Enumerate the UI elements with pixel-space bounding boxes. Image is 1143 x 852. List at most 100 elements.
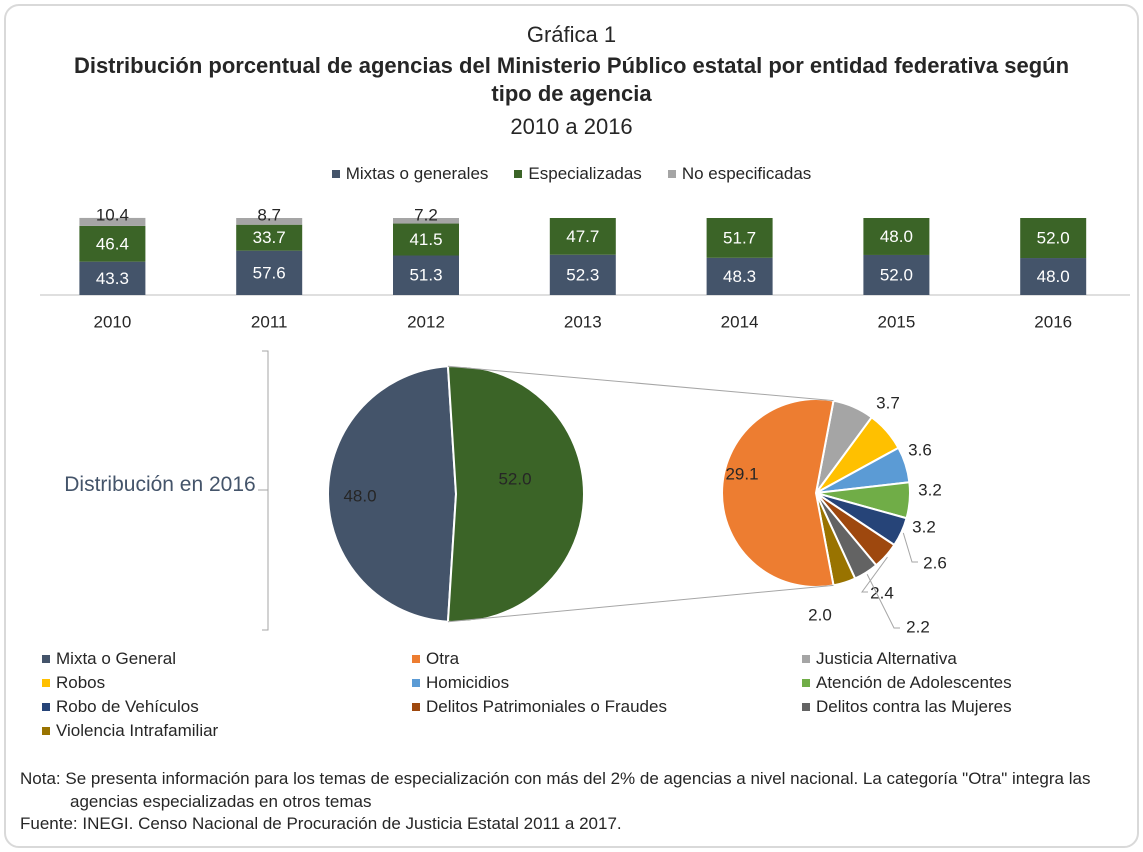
data-label: 47.7 (566, 227, 599, 246)
data-label: 48.3 (723, 267, 756, 286)
chart-title: Distribución porcentual de agencias del … (73, 53, 1070, 106)
legend-item: Otra (412, 649, 802, 669)
source: Fuente: INEGI. Censo Nacional de Procura… (20, 814, 622, 833)
legend-item: Robos (42, 673, 412, 693)
data-label: 8.7 (257, 205, 281, 224)
legend-text: Otra (426, 649, 460, 668)
bar-segment (393, 218, 459, 224)
data-label: 48.0 (880, 227, 913, 246)
bar-segment (1020, 258, 1087, 295)
legend-text: Justicia Alternativa (816, 649, 957, 668)
bar-segment (236, 224, 303, 251)
pie-legend: Mixta o General Otra Justicia Alternativa R… (42, 649, 1102, 741)
data-label: 7.2 (414, 205, 438, 224)
supertitle: Gráfica 1 (526, 22, 617, 47)
legend-marker (42, 679, 50, 687)
data-label: 3.6 (908, 440, 932, 459)
leader-line (866, 574, 900, 629)
bar-segment (393, 255, 459, 295)
legend-item: Especializadas (514, 164, 642, 184)
legend-item: Mixtas o generales (331, 164, 489, 184)
data-label: 48.0 (1037, 267, 1070, 286)
legend-text: Violencia Intrafamiliar (56, 721, 219, 740)
leader-line (902, 532, 918, 563)
pie-label: Distribución en 2016 (64, 473, 256, 496)
legend-text: Atención de Adolescentes (816, 673, 1012, 692)
bar-segment (79, 217, 146, 226)
legend-item: Delitos Patrimoniales o Fraudes (412, 697, 802, 717)
legend-text: Delitos Patrimoniales o Fraudes (426, 697, 667, 716)
legend-item: No especificadas (667, 164, 812, 184)
frame (4, 4, 1139, 848)
pie-slice (446, 365, 585, 623)
legend-marker (412, 679, 420, 687)
legend-text: No especificadas (681, 164, 812, 183)
data-label: 41.5 (409, 230, 442, 249)
data-label: 46.4 (96, 234, 129, 253)
legend-marker (802, 703, 810, 711)
legend-text: Robos (56, 673, 106, 692)
legend-item: Justicia Alternativa (802, 649, 1102, 669)
legend-item: Delitos contra las Mujeres (802, 697, 1102, 717)
legend: Mixtas o generales Especializadas No espec… (0, 164, 1143, 184)
x-tick-label: 2015 (877, 312, 915, 331)
pie-slice (327, 365, 458, 623)
data-label: 3.2 (918, 480, 942, 499)
data-label: 2.4 (870, 583, 894, 602)
data-label: 2.6 (923, 553, 947, 572)
data-label: 2.0 (808, 605, 832, 624)
bar-segment (236, 218, 303, 225)
x-tick-label: 2010 (93, 312, 131, 331)
data-label: 3.7 (876, 393, 900, 412)
data-label: 57.6 (253, 263, 286, 282)
legend-text: Delitos contra las Mujeres (816, 697, 1012, 716)
leader-line (861, 556, 888, 593)
bar-segment (79, 225, 146, 262)
legend-marker (412, 655, 420, 663)
bracket (258, 350, 269, 631)
note: Nota: Se presenta información para los t… (20, 769, 1091, 811)
data-label: 52.3 (566, 265, 599, 284)
data-label: 52.0 (880, 265, 913, 284)
legend-text: Robo de Vehículos (56, 697, 199, 716)
bar-segment (1020, 218, 1087, 259)
legend-item: Homicidios (412, 673, 802, 693)
data-label: 29.1 (725, 464, 758, 483)
bar-segment (393, 223, 459, 256)
legend-marker (412, 703, 420, 711)
legend-marker (667, 170, 676, 178)
connector (447, 365, 834, 402)
subtitle: 2010 a 2016 (510, 114, 633, 139)
data-label: 2.2 (906, 617, 930, 636)
pie-slice (721, 398, 835, 588)
bar-segment (863, 254, 930, 295)
data-label: 52.0 (1037, 229, 1070, 248)
bar-segment (236, 250, 303, 295)
data-label: 48.0 (343, 486, 376, 505)
data-label: 10.4 (96, 205, 129, 224)
bar-segment (549, 254, 616, 295)
bar-segment (863, 218, 930, 255)
legend-text: Mixta o General (56, 649, 176, 668)
legend-marker (802, 679, 810, 687)
legend-marker (42, 703, 50, 711)
x-tick-label: 2012 (407, 312, 445, 331)
data-label: 43.3 (96, 269, 129, 288)
legend-marker (331, 170, 340, 178)
bar-segment (706, 257, 773, 295)
bar-segment (549, 218, 616, 255)
bar-segment (79, 261, 146, 295)
legend-item: Mixta o General (42, 649, 412, 669)
data-label: 33.7 (253, 228, 286, 247)
legend-item: Robo de Vehículos (42, 697, 412, 717)
legend-marker (42, 655, 50, 663)
data-label: 52.0 (498, 469, 531, 488)
legend-text: Especializadas (528, 164, 642, 183)
x-tick-label: 2016 (1034, 312, 1072, 331)
legend-marker (802, 655, 810, 663)
bar-segment (706, 218, 773, 258)
legend-text: Mixtas o generales (345, 164, 489, 183)
data-label: 51.3 (409, 266, 442, 285)
